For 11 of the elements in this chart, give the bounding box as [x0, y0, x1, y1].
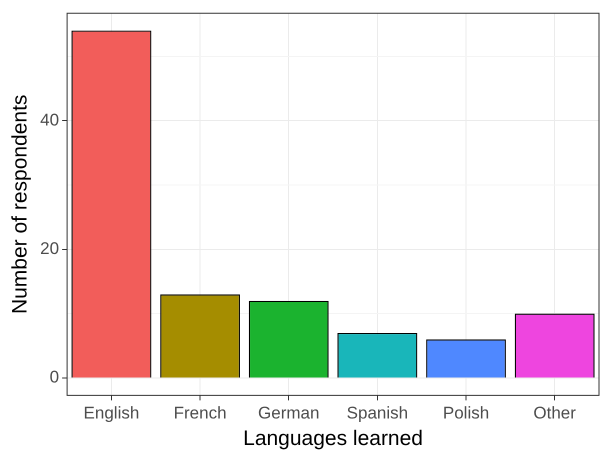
x-axis-title: Languages learned: [243, 427, 423, 450]
x-tick-label: English: [84, 403, 140, 422]
x-tick-label: French: [174, 403, 227, 422]
y-tick-label: 0: [50, 368, 60, 387]
y-axis-title: Number of respondents: [8, 94, 32, 314]
y-tick-label: 20: [40, 239, 60, 258]
y-tick-label: 40: [40, 110, 60, 130]
x-tick-label: German: [258, 403, 320, 422]
x-tick-label: Other: [533, 403, 576, 422]
x-tick-label: Polish: [442, 403, 490, 422]
x-tick-label: Spanish: [346, 403, 408, 422]
